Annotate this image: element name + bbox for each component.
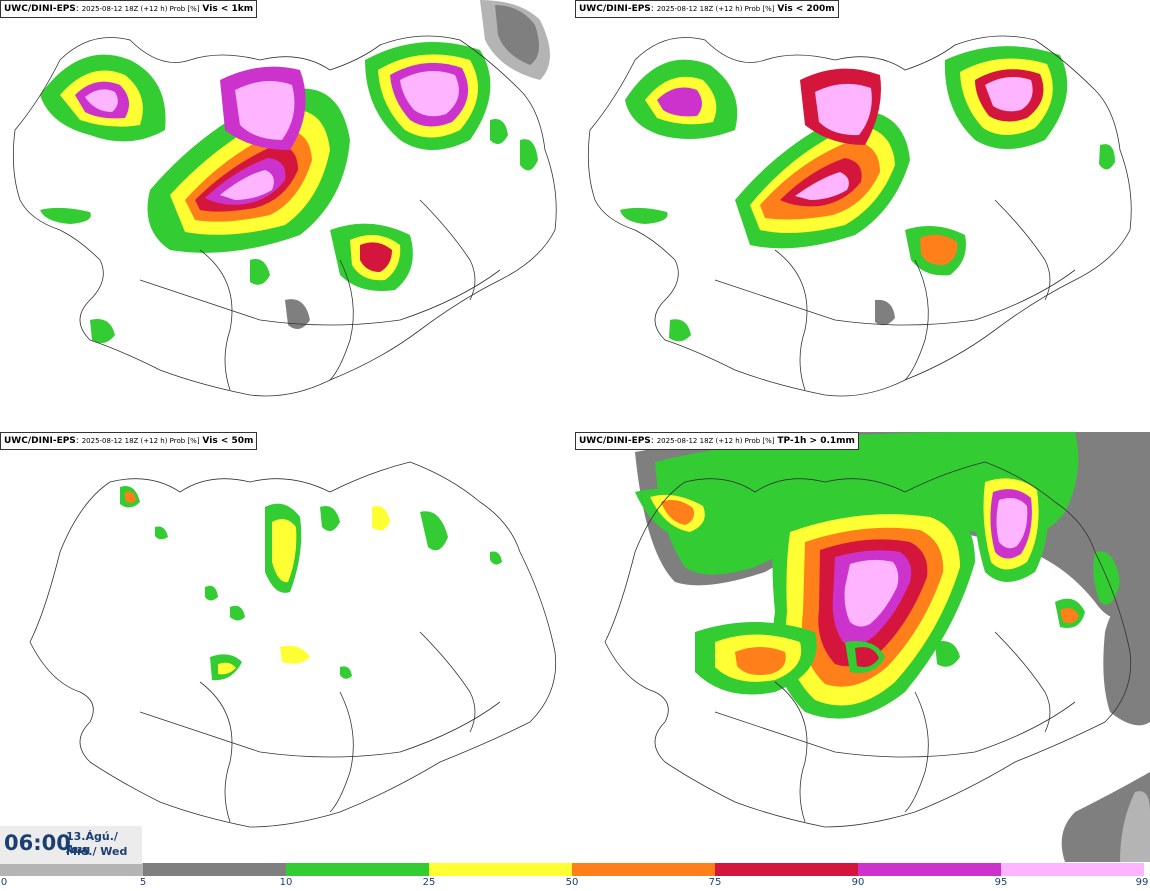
colorbar-segment [572, 863, 715, 876]
run-info: 2025-08-12 18Z (+12 h) Prob [%] [81, 5, 200, 13]
colorbar-tick-label: 90 [851, 877, 865, 888]
valid-time-box: 06:00 13.Ágú./ Aug Mið./ Wed [0, 826, 142, 864]
colorbar-tick-label: 99 [1135, 877, 1149, 888]
run-info: 2025-08-12 18Z (+12 h) Prob [%] [656, 5, 775, 13]
colorbar-segment [715, 863, 858, 876]
colorbar-tick-label: 50 [565, 877, 579, 888]
field-name: Vis < 1km [202, 4, 254, 14]
panel-title: UWC/DINI-EPS: 2025-08-12 18Z (+12 h) Pro… [575, 0, 839, 18]
model-name: UWC/DINI-EPS [579, 436, 651, 446]
colorbar-segment [1001, 863, 1144, 876]
panel-title: UWC/DINI-EPS: 2025-08-12 18Z (+12 h) Pro… [0, 0, 258, 18]
probability-shading [120, 486, 502, 681]
probability-shading [40, 0, 550, 344]
iceland-map [587, 35, 1132, 397]
colorbar-segment [858, 863, 1001, 876]
field-name: TP-1h > 0.1mm [777, 436, 855, 446]
valid-date: 13.Ágú./ Aug [66, 830, 118, 856]
iceland-map [12, 0, 557, 397]
panel-title: UWC/DINI-EPS: 2025-08-12 18Z (+12 h) Pro… [575, 432, 859, 450]
model-name: UWC/DINI-EPS [4, 436, 76, 446]
map-panel-vis-1km: UWC/DINI-EPS: 2025-08-12 18Z (+12 h) Pro… [0, 0, 575, 430]
coastline [587, 35, 1132, 397]
iceland-map [29, 461, 557, 828]
valid-time: 06:00 [4, 831, 71, 855]
coastline [12, 35, 557, 397]
colorbar-legend: 0 5 10 25 50 75 90 95 99 [0, 863, 1150, 891]
map-panel-vis-50m: UWC/DINI-EPS: 2025-08-12 18Z (+12 h) Pro… [0, 432, 575, 862]
coastline [604, 461, 1132, 828]
colorbar-tick-label: 75 [708, 877, 722, 888]
colorbar-segment [429, 863, 572, 876]
run-info: 2025-08-12 18Z (+12 h) Prob [%] [81, 437, 200, 445]
colorbar-tick-label: 95 [994, 877, 1008, 888]
valid-weekday: Mið./ Wed [66, 845, 128, 858]
panel-title: UWC/DINI-EPS: 2025-08-12 18Z (+12 h) Pro… [0, 432, 258, 450]
run-info: 2025-08-12 18Z (+12 h) Prob [%] [656, 437, 775, 445]
colorbar-tick-label: 25 [422, 877, 436, 888]
field-name: Vis < 200m [777, 4, 835, 14]
map-panel-vis-200m: UWC/DINI-EPS: 2025-08-12 18Z (+12 h) Pro… [575, 0, 1150, 430]
coastline [29, 461, 557, 828]
field-name: Vis < 50m [202, 436, 254, 446]
model-name: UWC/DINI-EPS [579, 4, 651, 14]
model-name: UWC/DINI-EPS [4, 4, 76, 14]
probability-shading [620, 46, 1115, 342]
probability-shading [635, 432, 1150, 862]
map-panel-tp-1h: UWC/DINI-EPS: 2025-08-12 18Z (+12 h) Pro… [575, 432, 1150, 862]
colorbar-segment [0, 863, 143, 876]
colorbar-segment [143, 863, 286, 876]
colorbar-segment [286, 863, 429, 876]
iceland-map [604, 432, 1150, 862]
colorbar-tick-label: 5 [139, 877, 147, 888]
colorbar-tick-label: 0 [0, 877, 8, 888]
colorbar-tick-label: 10 [279, 877, 293, 888]
